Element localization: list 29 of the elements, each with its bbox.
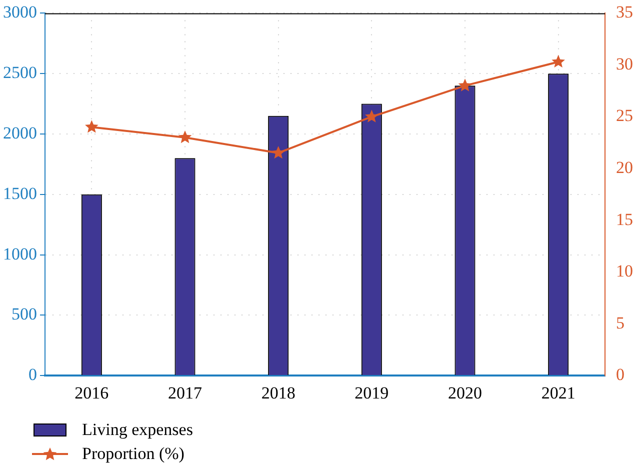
- y2-tick-label: 30: [616, 54, 633, 74]
- point: [85, 120, 98, 133]
- x-tick-label: 2020: [448, 383, 482, 402]
- y-tick-label: 0: [28, 365, 37, 384]
- y-tick-label: 1500: [3, 184, 37, 203]
- point: [272, 146, 285, 159]
- y2-tick-label: 5: [616, 313, 624, 332]
- y2-tick-label: 25: [616, 106, 633, 126]
- x-tick-label: 2018: [261, 383, 296, 402]
- x-tick-label: 2019: [354, 383, 389, 402]
- point: [178, 130, 192, 144]
- point: [552, 54, 565, 68]
- y2-tick-label: 0: [616, 365, 624, 384]
- y-tick-label: 3000: [3, 2, 37, 22]
- y2-tick-label: 15: [616, 210, 633, 229]
- point: [365, 110, 378, 122]
- y-tick-label: 1000: [3, 244, 37, 264]
- y2-tick-label: 20: [616, 158, 633, 177]
- y-tick-label: 2500: [3, 63, 37, 82]
- legend-label: Proportion (%): [82, 444, 184, 464]
- y2-tick-label: 10: [616, 262, 633, 281]
- x-tick-label: 2017: [168, 383, 202, 402]
- x-tick-label: 2016: [74, 383, 109, 402]
- x-tick-label: 2021: [541, 383, 576, 402]
- point: [458, 78, 472, 92]
- y-tick-label: 500: [12, 304, 37, 324]
- legend-label: Living expenses: [82, 420, 193, 440]
- y2-tick-label: 35: [616, 2, 633, 22]
- y-tick-label: 2000: [3, 123, 37, 142]
